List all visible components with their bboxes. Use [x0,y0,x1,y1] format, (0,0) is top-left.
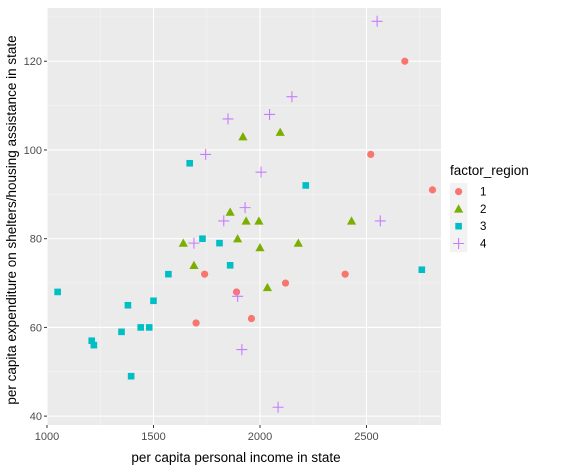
data-point-region-1 [401,57,409,65]
data-point-region-1 [201,270,209,278]
data-point-region-3 [418,266,426,274]
data-point-region-2 [254,216,264,225]
data-point-region-3 [150,297,157,305]
data-point-region-2 [241,216,251,225]
y-axis-title: per capita expenditure on shelters/housi… [4,35,19,404]
data-point-region-1 [341,270,349,278]
data-point-region-2 [346,216,357,225]
data-point-region-1 [192,319,200,327]
y-axis-ticks: 40 60 80 100 120 [24,56,47,423]
data-point-region-4 [255,166,267,178]
x-tick-label: 1000 [35,431,59,443]
data-point-region-2 [178,238,188,247]
legend-key-region-4 [453,238,465,249]
legend-label-region-2: 2 [480,204,486,216]
y-tick-label: 120 [24,56,42,68]
data-point-region-4 [222,113,234,125]
data-point-region-1 [367,150,375,158]
data-point-region-4 [239,202,251,214]
data-point-region-2 [233,234,243,243]
data-point-region-3 [88,337,96,345]
x-tick-label: 1500 [141,431,165,443]
data-point-region-3 [124,301,132,309]
legend-key-region-3 [455,222,462,230]
data-point-region-3 [165,270,172,278]
legend-label-region-1: 1 [480,187,486,199]
data-point-region-4 [371,15,383,27]
grid-minor [47,8,441,425]
data-point-region-2 [225,207,235,216]
data-point-region-3 [216,239,223,247]
data-point-region-4 [218,215,230,227]
data-point-region-2 [275,127,285,136]
data-point-region-1 [428,186,437,194]
data-point-region-2 [293,238,303,247]
data-point-region-3 [226,261,234,269]
y-tick-label: 100 [24,145,42,157]
data-points [54,15,437,413]
data-point-region-4 [264,108,276,120]
y-tick-label: 60 [30,322,42,334]
data-point-region-1 [232,288,241,296]
data-point-region-3 [118,328,125,336]
x-axis-ticks: 1000 1500 2000 2500 [35,425,379,443]
data-point-region-2 [189,260,199,269]
data-point-region-1 [247,314,256,323]
legend: factor_region 1 2 3 4 [450,163,529,253]
data-point-region-3 [127,372,135,380]
data-point-region-4 [232,290,244,302]
data-point-region-3 [90,341,98,349]
data-point-region-3 [199,235,206,242]
data-point-region-3 [54,288,61,296]
data-point-region-4 [286,91,298,103]
data-point-region-4 [188,237,200,249]
panel-background [47,8,441,425]
x-axis-title: per capita personal income in state [131,450,340,465]
x-tick-label: 2500 [354,431,378,443]
data-point-region-4 [236,344,248,356]
data-point-region-4 [374,215,386,227]
legend-label-region-3: 3 [480,221,486,233]
data-point-region-3 [145,324,153,331]
grid-major [46,8,441,425]
data-point-region-2 [238,132,248,141]
legend-key-region-2 [454,204,464,213]
data-point-region-1 [281,279,290,287]
data-point-region-3 [137,324,145,331]
legend-key-region-1 [455,188,463,196]
y-tick-label: 80 [30,234,42,246]
data-point-region-4 [272,401,284,413]
legend-label-region-4: 4 [480,238,487,250]
data-point-region-2 [262,282,273,292]
data-point-region-3 [302,182,310,189]
data-point-region-4 [200,148,212,160]
x-tick-label: 2000 [248,431,272,443]
data-point-region-3 [186,159,193,167]
y-tick-label: 40 [30,411,42,423]
data-point-region-2 [255,242,265,252]
legend-title: factor_region [450,163,529,178]
